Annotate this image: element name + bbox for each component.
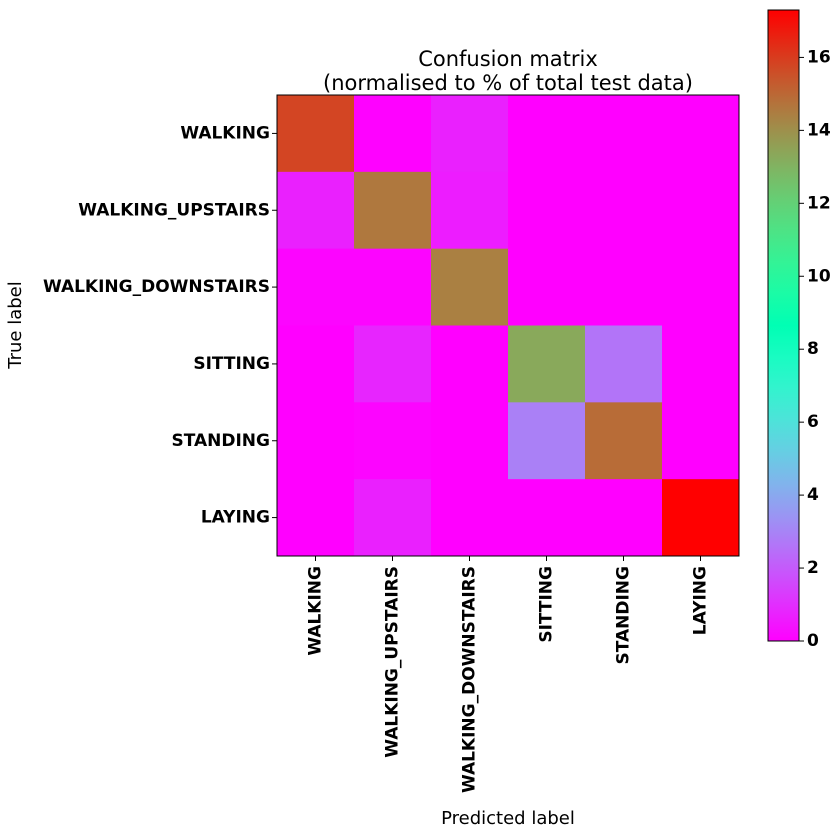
colorbar (767, 9, 800, 642)
heatmap-cell (277, 95, 355, 173)
y-tick-label: WALKING_DOWNSTAIRS (43, 277, 270, 297)
heatmap-cell (662, 325, 740, 403)
colorbar-tick-label: 0 (807, 631, 819, 651)
heatmap-cell (662, 248, 740, 326)
heatmap-cell (431, 171, 509, 250)
heatmap-cell (585, 325, 663, 403)
heatmap-cell (585, 95, 663, 173)
y-axis-label: True label (5, 281, 26, 370)
colorbar-tick-label: 16 (807, 47, 831, 67)
heatmap-cell (354, 402, 432, 480)
colorbar-tick-label: 14 (807, 120, 831, 140)
colorbar-ticks: 0 2 4 6 8 10 12 14 16 (799, 47, 831, 651)
heatmap-cell (277, 479, 355, 557)
x-tick-labels: WALKING WALKING_UPSTAIRS WALKING_DOWNSTAIR… (306, 556, 711, 793)
heatmap-cell (277, 248, 355, 326)
x-tick-label: WALKING (306, 566, 326, 656)
heatmap-cell (277, 325, 355, 403)
colorbar-tick-label: 8 (807, 339, 819, 359)
heatmap-cell (277, 171, 355, 250)
colorbar-tick-label: 6 (807, 412, 819, 432)
heatmap-cell (354, 171, 432, 250)
y-tick-label: STANDING (171, 431, 270, 451)
heatmap-cell (431, 325, 509, 403)
heatmap-cell (508, 248, 586, 326)
heatmap-cell (585, 171, 663, 250)
heatmap-cell (431, 479, 509, 557)
heatmap-cell (585, 479, 663, 557)
heatmap-cell (277, 402, 355, 480)
heatmap-cell (662, 402, 740, 480)
heatmap-cell (508, 325, 586, 403)
colorbar-tick-label: 4 (807, 485, 819, 505)
heatmap-cell (431, 248, 509, 326)
x-tick-label: STANDING (614, 566, 634, 665)
y-tick-label: SITTING (193, 354, 270, 374)
heatmap-cells (277, 95, 740, 557)
heatmap-cell (508, 479, 586, 557)
heatmap-cell (354, 95, 432, 173)
x-tick-label: SITTING (537, 566, 557, 643)
colorbar-tick-label: 10 (807, 266, 831, 286)
heatmap-cell (662, 171, 740, 250)
x-tick-label: WALKING_DOWNSTAIRS (460, 566, 480, 793)
y-tick-label: WALKING (180, 123, 270, 143)
heatmap-cell (354, 479, 432, 557)
x-axis-label: Predicted label (441, 808, 575, 829)
colorbar-tick-label: 12 (807, 193, 831, 213)
x-tick-label: LAYING (691, 566, 711, 635)
heatmap-cell (585, 248, 663, 326)
y-tick-label: WALKING_UPSTAIRS (78, 200, 270, 220)
heatmap-cell (431, 95, 509, 173)
x-tick-label: WALKING_UPSTAIRS (383, 566, 403, 758)
heatmap-cell (354, 325, 432, 403)
heatmap-cell (662, 95, 740, 173)
heatmap-cell (508, 402, 586, 480)
colorbar-tick-label: 2 (807, 558, 819, 578)
heatmap-cell (585, 402, 663, 480)
y-tick-label: LAYING (201, 508, 270, 528)
heatmap-cell (508, 171, 586, 250)
heatmap-cell (431, 402, 509, 480)
heatmap-cell (508, 95, 586, 173)
y-tick-labels: WALKING WALKING_UPSTAIRS WALKING_DOWNSTAIR… (43, 123, 277, 528)
chart-title-line-2: (normalised to % of total test data) (323, 71, 693, 95)
plot-frame (276, 94, 740, 557)
chart-title-line-1: Confusion matrix (418, 47, 598, 71)
heatmap-cell (354, 248, 432, 326)
heatmap-cell (662, 479, 740, 557)
